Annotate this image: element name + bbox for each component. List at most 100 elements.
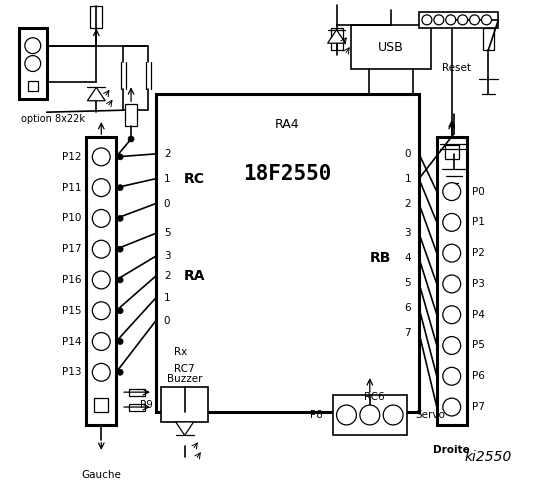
Circle shape: [383, 405, 403, 425]
Bar: [95, 398, 108, 412]
Bar: [156, 94, 419, 412]
Text: ki2550: ki2550: [465, 450, 512, 464]
Text: P4: P4: [472, 310, 484, 320]
Bar: [129, 404, 145, 410]
Text: 1: 1: [164, 293, 170, 303]
Circle shape: [422, 15, 432, 25]
Text: RB: RB: [370, 251, 391, 265]
Circle shape: [458, 15, 468, 25]
Bar: [129, 389, 145, 396]
Text: Rx: Rx: [174, 348, 187, 358]
Bar: [90, 6, 102, 28]
Circle shape: [128, 136, 134, 142]
Text: option 8x22k: option 8x22k: [20, 114, 85, 124]
Text: 7: 7: [404, 327, 411, 337]
Text: P1: P1: [472, 217, 484, 228]
Text: 6: 6: [404, 303, 411, 313]
Circle shape: [443, 306, 461, 324]
Text: P11: P11: [62, 182, 81, 192]
Bar: [19, 28, 46, 99]
Text: P12: P12: [62, 152, 81, 162]
Bar: [445, 145, 458, 159]
Circle shape: [92, 209, 110, 228]
Circle shape: [446, 15, 456, 25]
Circle shape: [25, 38, 41, 54]
Text: 3: 3: [404, 228, 411, 238]
Bar: [352, 25, 431, 70]
Circle shape: [443, 367, 461, 385]
Text: P10: P10: [62, 214, 81, 223]
Text: P16: P16: [62, 275, 81, 285]
Circle shape: [482, 15, 492, 25]
Text: 2: 2: [404, 199, 411, 208]
Text: 2: 2: [164, 271, 170, 281]
Circle shape: [117, 216, 123, 221]
Circle shape: [443, 275, 461, 293]
Text: P8: P8: [310, 410, 322, 420]
Text: 0: 0: [164, 316, 170, 325]
Bar: [161, 387, 208, 422]
Bar: [28, 82, 38, 91]
Circle shape: [443, 336, 461, 354]
Text: 5: 5: [404, 278, 411, 288]
Text: Servo: Servo: [415, 410, 445, 420]
Circle shape: [337, 405, 357, 425]
Bar: [125, 104, 137, 126]
Text: P5: P5: [472, 340, 484, 350]
Circle shape: [443, 183, 461, 201]
Text: USB: USB: [378, 41, 404, 54]
Text: 0: 0: [405, 149, 411, 159]
Circle shape: [92, 271, 110, 289]
Text: RC6: RC6: [364, 392, 385, 402]
Circle shape: [92, 240, 110, 258]
Circle shape: [117, 154, 123, 160]
Text: RA4: RA4: [275, 118, 300, 131]
Bar: [437, 137, 467, 425]
Circle shape: [25, 56, 41, 72]
Text: P2: P2: [472, 248, 484, 258]
Polygon shape: [176, 422, 194, 435]
Circle shape: [360, 405, 380, 425]
Text: Gauche: Gauche: [81, 469, 121, 480]
Text: RC7: RC7: [174, 364, 194, 374]
Text: 1: 1: [164, 174, 170, 184]
Circle shape: [117, 308, 123, 314]
Text: P6: P6: [472, 371, 484, 381]
Text: P0: P0: [472, 187, 484, 197]
Circle shape: [117, 338, 123, 345]
Circle shape: [443, 398, 461, 416]
Circle shape: [92, 148, 110, 166]
Text: Droite: Droite: [434, 445, 470, 455]
Circle shape: [92, 333, 110, 350]
Circle shape: [92, 179, 110, 197]
Circle shape: [92, 302, 110, 320]
Text: P7: P7: [472, 402, 484, 412]
Bar: [331, 28, 342, 49]
Bar: [332, 395, 407, 435]
Text: 18F2550: 18F2550: [243, 164, 332, 184]
Circle shape: [117, 246, 123, 252]
Text: P17: P17: [62, 244, 81, 254]
Text: P15: P15: [62, 306, 81, 316]
Circle shape: [434, 15, 444, 25]
Text: 5: 5: [164, 228, 170, 238]
Bar: [86, 137, 116, 425]
Text: P14: P14: [62, 336, 81, 347]
Circle shape: [443, 214, 461, 231]
Circle shape: [117, 369, 123, 375]
Circle shape: [92, 363, 110, 381]
Text: P13: P13: [62, 367, 81, 377]
Text: 4: 4: [404, 253, 411, 263]
Text: Buzzer: Buzzer: [167, 374, 202, 384]
Text: RC: RC: [184, 172, 205, 186]
Circle shape: [469, 15, 479, 25]
Text: 0: 0: [164, 199, 170, 208]
Text: P9: P9: [140, 399, 153, 409]
Text: P3: P3: [472, 279, 484, 289]
Text: 1: 1: [404, 174, 411, 184]
Text: 3: 3: [164, 251, 170, 261]
Circle shape: [117, 185, 123, 191]
Circle shape: [443, 244, 461, 262]
Text: 2: 2: [164, 149, 170, 159]
Polygon shape: [87, 87, 105, 101]
